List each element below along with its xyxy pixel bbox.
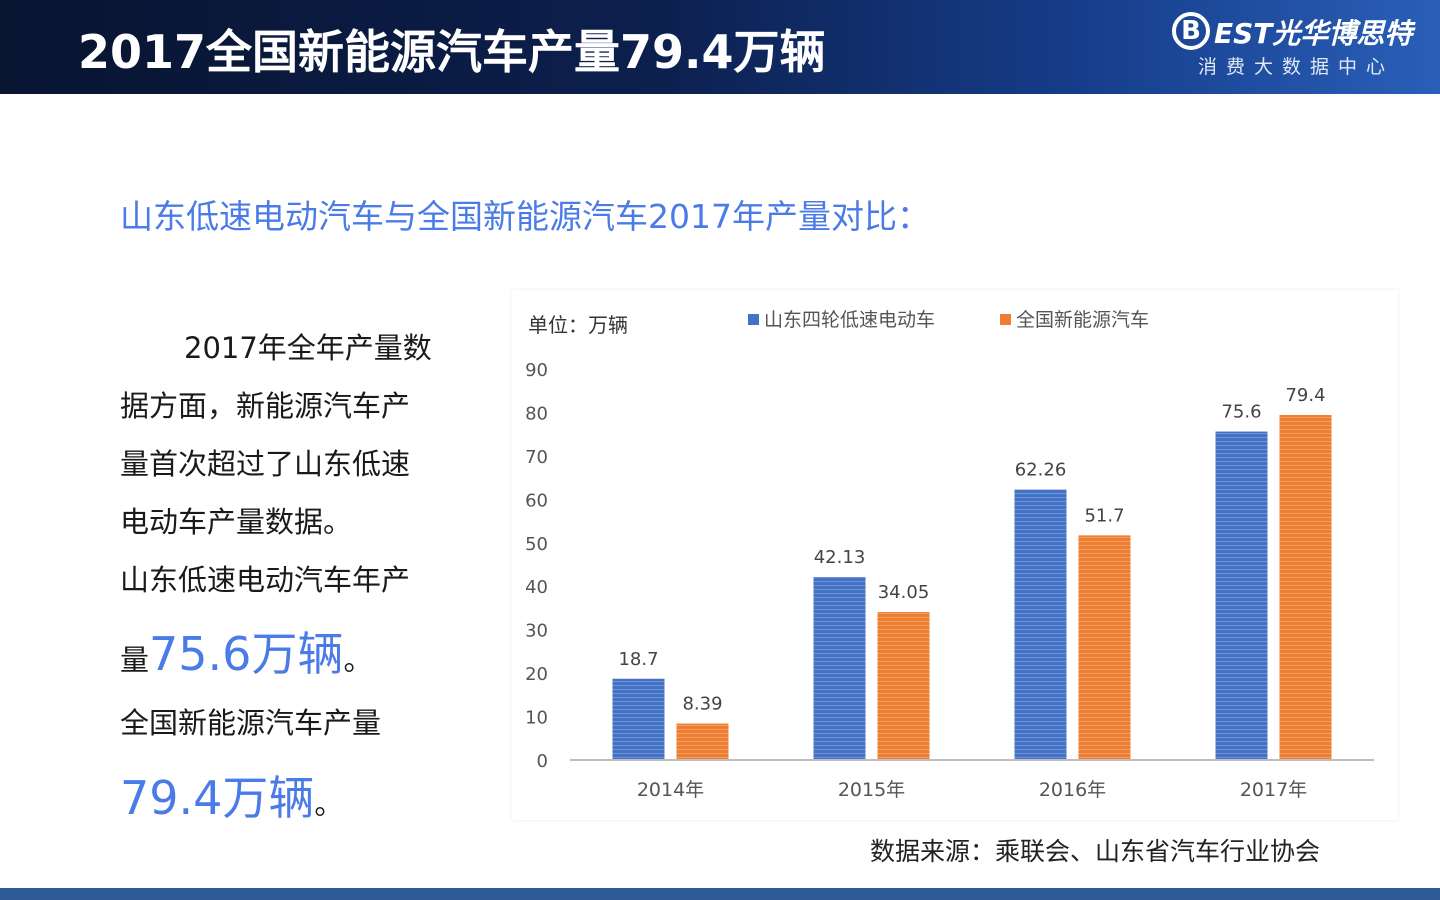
- data-source: 数据来源：乘联会、山东省汽车行业协会: [870, 837, 1321, 866]
- section-subtitle: 山东低速电动汽车与全国新能源汽车2017年产量对比：: [120, 197, 930, 236]
- legend-label: 全国新能源汽车: [1016, 309, 1149, 331]
- y-tick-label: 40: [525, 577, 548, 598]
- x-tick-label: 2014年: [637, 779, 704, 801]
- y-tick-label: 0: [537, 751, 548, 772]
- brand-subtitle: 消费大数据中心: [1198, 56, 1395, 78]
- bar-shandong: [612, 678, 665, 760]
- bar-national: [877, 612, 930, 760]
- data-label: 51.7: [1084, 505, 1124, 526]
- text-line-1: 2017年全年产量数: [184, 331, 432, 365]
- x-axis: 2014年 2015年 2016年 2017年: [570, 759, 1374, 801]
- chart-unit-label: 单位：万辆: [528, 313, 628, 337]
- bar-shandong: [1014, 489, 1067, 760]
- data-label: 75.6: [1221, 402, 1261, 423]
- text-line-5: 山东低速电动汽车年产: [120, 563, 411, 597]
- y-tick-label: 30: [525, 621, 548, 642]
- page-title: 2017全国新能源汽车产量79.4万辆: [78, 25, 826, 79]
- bar-shandong: [813, 576, 866, 760]
- text-line-2: 据方面，新能源汽车产: [120, 389, 411, 423]
- y-tick-label: 20: [525, 664, 548, 685]
- bars-group: 18.7 8.39 42.13 34.05 62.26 51.7 75.6 79.4: [612, 385, 1332, 760]
- x-tick-label: 2017年: [1240, 779, 1307, 801]
- text-line-6-prefix: 量: [120, 643, 150, 677]
- highlight-national-value: 79.4万辆: [120, 771, 315, 825]
- y-tick-label: 90: [525, 360, 548, 381]
- y-tick-label: 80: [525, 403, 548, 424]
- text-line-3: 量首次超过了山东低速: [120, 447, 411, 481]
- brand-logo: B EST光华博思特 消费大数据中心: [1172, 8, 1422, 84]
- text-line-6: 量75.6万辆。: [120, 618, 460, 684]
- bar-national: [1078, 535, 1131, 760]
- text-line-8: 79.4万辆。: [120, 762, 460, 828]
- data-label: 79.4: [1285, 385, 1325, 406]
- data-label: 42.13: [814, 547, 866, 568]
- footer-bar: [0, 888, 1440, 900]
- bar-chart: 单位：万辆 山东四轮低速电动车 全国新能源汽车 0 10 20 30 40 50 60 70 80…: [525, 309, 1374, 801]
- legend-label: 山东四轮低速电动车: [764, 309, 935, 331]
- data-label: 62.26: [1015, 460, 1067, 481]
- data-label: 8.39: [682, 694, 722, 715]
- y-tick-label: 60: [525, 490, 548, 511]
- data-label: 34.05: [878, 582, 930, 603]
- bar-national: [1279, 415, 1332, 760]
- text-line-4: 电动车产量数据。: [120, 505, 353, 539]
- y-tick-label: 50: [525, 534, 548, 555]
- text-line-8-suffix: 。: [314, 787, 344, 821]
- x-tick-label: 2016年: [1039, 779, 1106, 801]
- chart-legend: 山东四轮低速电动车 全国新能源汽车: [748, 309, 1149, 331]
- bar-national: [676, 723, 729, 760]
- legend-swatch: [748, 314, 759, 325]
- brand-logo-letter: B: [1172, 12, 1210, 50]
- text-line-7: 全国新能源汽车产量: [120, 706, 382, 740]
- y-tick-label: 10: [525, 708, 548, 729]
- highlight-shandong-value: 75.6万辆: [149, 627, 344, 681]
- text-line-6-suffix: 。: [343, 643, 373, 677]
- legend-swatch: [1000, 314, 1011, 325]
- data-label: 18.7: [618, 649, 658, 670]
- y-tick-label: 70: [525, 447, 548, 468]
- chart-container: 单位：万辆 山东四轮低速电动车 全国新能源汽车 0 10 20 30 40 50 60 70 80…: [512, 290, 1398, 820]
- y-axis: 0 10 20 30 40 50 60 70 80 90: [525, 360, 548, 772]
- brand-name: EST光华博思特: [1214, 17, 1413, 50]
- header-banner: 2017全国新能源汽车产量79.4万辆 B EST光华博思特 消费大数据中心: [0, 0, 1440, 94]
- bar-shandong: [1215, 431, 1268, 760]
- x-tick-label: 2015年: [838, 779, 905, 801]
